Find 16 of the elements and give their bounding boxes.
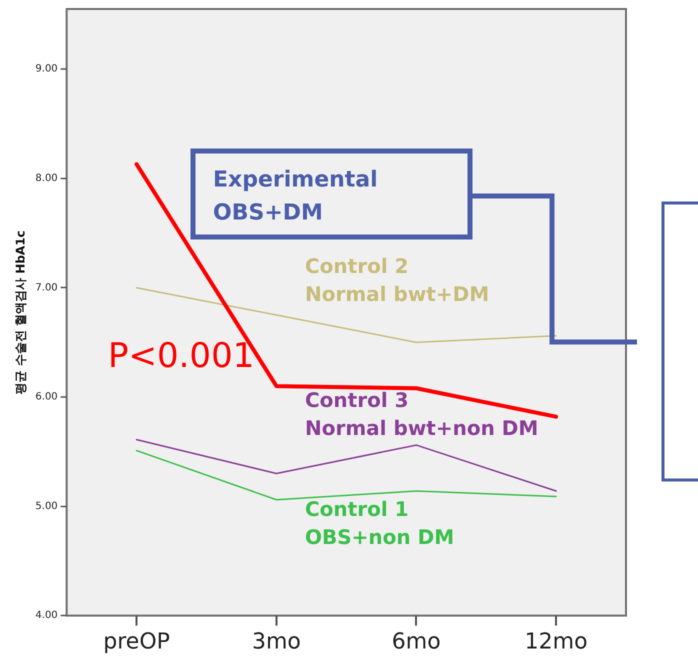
- y-tick-label: 5.00: [35, 500, 58, 512]
- y-tick-label: 8.00: [35, 173, 58, 184]
- y-axis-title: 평균 수술전 혈액검사 HbA1c: [13, 230, 28, 394]
- series-label: Control 3 Normal bwt+non DM: [305, 388, 538, 440]
- x-tick-label: 12mo: [524, 630, 588, 655]
- y-tick-label: 6.00: [35, 392, 58, 403]
- x-tick-label: preOP: [103, 630, 170, 655]
- series-label: Control 1 OBS+non DM: [305, 497, 454, 550]
- y-tick-label: 4.00: [35, 610, 58, 622]
- annotation: P<0.001: [108, 336, 254, 376]
- x-tick-label: 6mo: [392, 630, 441, 655]
- y-tick-label: 7.00: [35, 282, 58, 294]
- series-label: Control 2 Normal bwt+DM: [305, 254, 490, 306]
- x-tick-label: 3mo: [252, 630, 301, 655]
- series-label: Experimental OBS+DM: [213, 168, 378, 226]
- y-tick-label: 9.00: [35, 64, 58, 75]
